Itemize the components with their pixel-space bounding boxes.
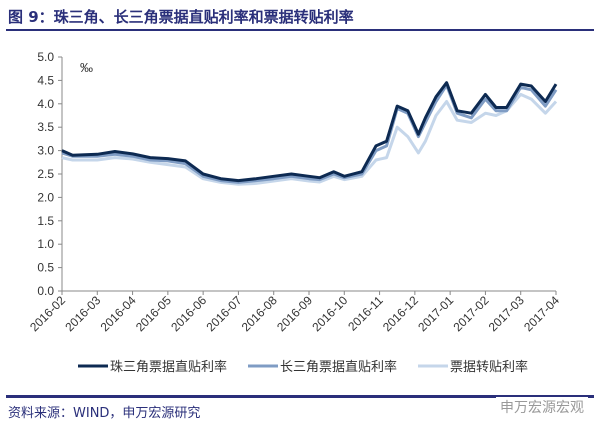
legend-label: 珠三角票据直贴利率 (110, 359, 227, 375)
y-tick-label: 0.5 (37, 261, 54, 275)
y-tick-label: 4.0 (37, 97, 54, 111)
chart-title: 图 9：珠三角、长三角票据直贴利率和票据转贴利率 (8, 8, 354, 26)
y-tick-label: 3.0 (37, 144, 54, 158)
series-line (61, 83, 558, 184)
x-tick-label: 2017-03 (486, 293, 527, 334)
y-tick-label: 1.0 (37, 237, 54, 251)
x-tick-label: 2016-07 (204, 293, 245, 334)
y-tick-label: 5.0 (37, 50, 54, 64)
y-tick-label: 3.5 (37, 120, 54, 134)
x-tick-label: 2016-11 (345, 293, 386, 334)
x-tick-label: 2016-08 (239, 293, 280, 334)
legend-label: 票据转贴利率 (450, 359, 528, 375)
x-tick-label: 2016-10 (309, 293, 350, 334)
x-tick-label: 2016-05 (133, 293, 174, 334)
line-chart: 0.0 0.5 1.0 1.5 2.0 2.5 3.0 3.5 4.0 4.5 5.0 ‰ 2016-0… (27, 50, 562, 375)
series-line (61, 81, 558, 183)
x-tick-label: 2017-01 (415, 293, 456, 334)
y-tick-label: 2.0 (37, 190, 54, 204)
watermark: 申万宏源宏观 (496, 397, 588, 417)
series-line (61, 92, 558, 186)
x-tick-label: 2017-02 (451, 293, 492, 334)
unit-label: ‰ (80, 60, 93, 75)
x-tick-label: 2016-06 (168, 293, 209, 334)
y-tick-label: 4.5 (37, 73, 54, 87)
x-tick-label: 2017-04 (521, 293, 562, 334)
x-tick-label: 2016-12 (380, 293, 421, 334)
y-tick-label: 2.5 (37, 167, 54, 181)
x-tick-label: 2016-04 (98, 293, 139, 334)
x-tick-label: 2016-03 (62, 293, 103, 334)
x-tick-label: 2016-09 (274, 293, 315, 334)
y-tick-label: 1.5 (37, 214, 54, 228)
footer-divider (6, 395, 594, 398)
source-note: 资料来源：WIND，申万宏源研究 (8, 406, 201, 421)
x-tick-label: 2016-02 (27, 293, 68, 334)
legend-label: 长三角票据直贴利率 (280, 359, 397, 375)
title-divider (6, 29, 594, 31)
y-tick-label: 0.0 (37, 284, 54, 298)
